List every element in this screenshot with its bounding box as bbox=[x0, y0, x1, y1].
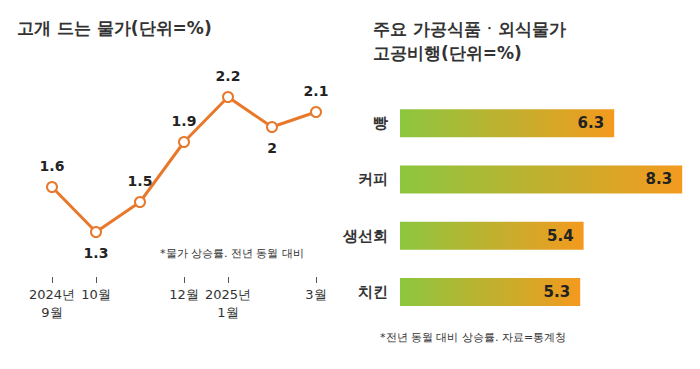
svg-text:2: 2 bbox=[267, 140, 277, 156]
svg-text:생선회: 생선회 bbox=[342, 227, 388, 245]
svg-text:5.3: 5.3 bbox=[544, 283, 571, 301]
svg-text:빵: 빵 bbox=[373, 114, 388, 132]
svg-text:*물가 상승률. 전년 동월 대비: *물가 상승률. 전년 동월 대비 bbox=[160, 247, 304, 260]
svg-text:2024년: 2024년 bbox=[29, 287, 75, 302]
svg-text:3월: 3월 bbox=[305, 287, 326, 302]
svg-text:2.1: 2.1 bbox=[304, 83, 329, 99]
svg-text:커피: 커피 bbox=[358, 170, 388, 188]
svg-text:5.4: 5.4 bbox=[547, 227, 574, 245]
svg-text:치킨: 치킨 bbox=[358, 283, 388, 301]
svg-text:6.3: 6.3 bbox=[578, 114, 605, 132]
svg-text:12월: 12월 bbox=[169, 287, 199, 302]
svg-text:8.3: 8.3 bbox=[646, 170, 673, 188]
svg-text:10월: 10월 bbox=[81, 287, 111, 302]
svg-text:2025년: 2025년 bbox=[205, 287, 251, 302]
svg-text:1.5: 1.5 bbox=[128, 173, 153, 189]
svg-text:2.2: 2.2 bbox=[216, 68, 241, 84]
svg-text:1.3: 1.3 bbox=[84, 245, 109, 261]
svg-text:*전년 동월 대비 상승률. 자료=통계청: *전년 동월 대비 상승률. 자료=통계청 bbox=[380, 331, 566, 344]
svg-text:주요 가공식품ㆍ외식물가: 주요 가공식품ㆍ외식물가 bbox=[373, 19, 566, 39]
svg-text:9월: 9월 bbox=[41, 305, 62, 320]
svg-text:1월: 1월 bbox=[217, 305, 238, 320]
svg-text:1.9: 1.9 bbox=[172, 113, 197, 129]
svg-text:고공비행(단위=%): 고공비행(단위=%) bbox=[373, 43, 522, 63]
svg-text:1.6: 1.6 bbox=[40, 158, 65, 174]
svg-text:고개 드는 물가(단위=%): 고개 드는 물가(단위=%) bbox=[17, 18, 212, 38]
